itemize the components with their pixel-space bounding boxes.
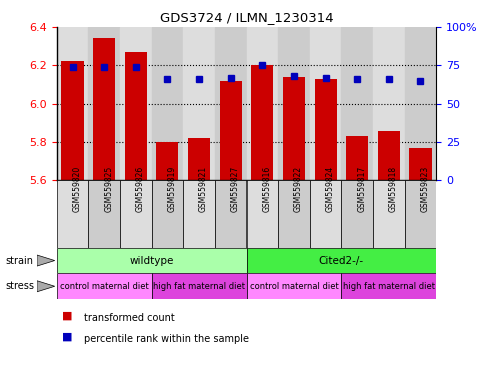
Bar (215, 27, 246, 180)
Text: high fat maternal diet: high fat maternal diet (153, 282, 245, 291)
Bar (246, 248, 436, 273)
Bar (152, 27, 183, 180)
Bar (341, 27, 373, 180)
Bar (57, 180, 88, 248)
Text: GSM559816: GSM559816 (262, 166, 271, 212)
Bar (120, 27, 152, 180)
Bar (183, 180, 215, 248)
Bar (315, 79, 337, 180)
Bar (120, 180, 152, 248)
Text: ■: ■ (62, 332, 72, 342)
Text: control maternal diet: control maternal diet (249, 282, 338, 291)
Bar (341, 273, 436, 299)
Bar (93, 38, 115, 180)
Text: control maternal diet: control maternal diet (60, 282, 148, 291)
Bar (405, 27, 436, 180)
Bar (215, 180, 246, 248)
Bar (278, 27, 310, 180)
Bar (246, 180, 278, 248)
Polygon shape (37, 281, 55, 292)
Text: transformed count: transformed count (84, 313, 175, 323)
Bar (405, 180, 436, 248)
Bar (346, 136, 368, 180)
Text: ■: ■ (62, 311, 72, 321)
Text: GSM559819: GSM559819 (168, 166, 176, 212)
Text: GSM559821: GSM559821 (199, 166, 208, 212)
Bar (246, 273, 341, 299)
Bar (310, 27, 341, 180)
Bar (373, 27, 405, 180)
Text: GSM559822: GSM559822 (294, 166, 303, 212)
Bar (57, 27, 88, 180)
Bar (373, 180, 405, 248)
Bar (251, 65, 274, 180)
Bar (283, 77, 305, 180)
Bar (310, 180, 341, 248)
Text: GSM559820: GSM559820 (72, 166, 81, 212)
Bar (125, 52, 147, 180)
Text: GSM559826: GSM559826 (136, 166, 145, 212)
Bar (183, 27, 215, 180)
Bar (409, 148, 431, 180)
Bar (188, 138, 210, 180)
Title: GDS3724 / ILMN_1230314: GDS3724 / ILMN_1230314 (160, 11, 333, 24)
Polygon shape (37, 255, 55, 266)
Text: GSM559825: GSM559825 (104, 166, 113, 212)
Text: stress: stress (5, 281, 34, 291)
Bar (88, 180, 120, 248)
Bar (152, 180, 183, 248)
Text: GSM559817: GSM559817 (357, 166, 366, 212)
Text: GSM559818: GSM559818 (389, 166, 398, 212)
Text: strain: strain (5, 255, 33, 266)
Bar (246, 27, 278, 180)
Bar (57, 248, 246, 273)
Text: GSM559823: GSM559823 (421, 166, 429, 212)
Bar (62, 61, 84, 180)
Bar (152, 273, 246, 299)
Bar (156, 142, 178, 180)
Text: Cited2-/-: Cited2-/- (319, 255, 364, 266)
Bar (88, 27, 120, 180)
Bar (57, 273, 152, 299)
Text: wildtype: wildtype (129, 255, 174, 266)
Text: GSM559824: GSM559824 (325, 166, 335, 212)
Bar (219, 81, 242, 180)
Bar (341, 180, 373, 248)
Text: percentile rank within the sample: percentile rank within the sample (84, 334, 249, 344)
Text: GSM559827: GSM559827 (231, 166, 240, 212)
Bar (378, 131, 400, 180)
Text: high fat maternal diet: high fat maternal diet (343, 282, 435, 291)
Bar (278, 180, 310, 248)
